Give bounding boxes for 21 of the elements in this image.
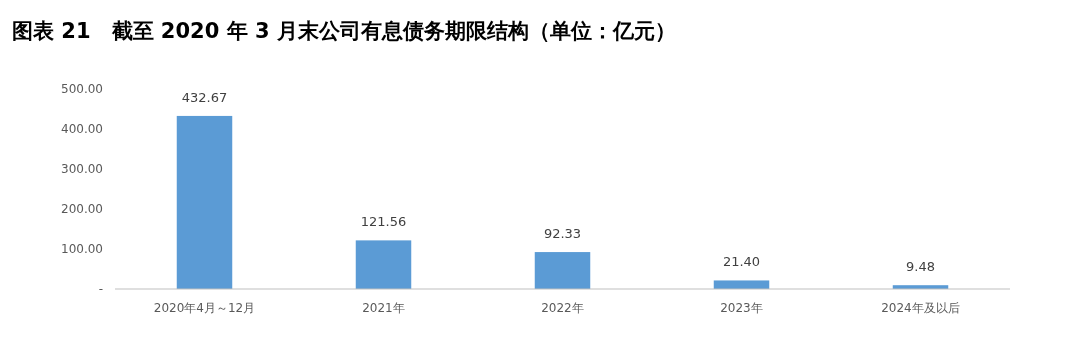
data-label: 92.33 (543, 226, 582, 242)
y-tick-label: 400.00 (61, 122, 103, 136)
y-tick-label: 300.00 (61, 162, 103, 176)
bar (355, 240, 412, 289)
data-label: 121.56 (360, 214, 407, 230)
x-tick-label: 2024年及以后 (881, 301, 960, 315)
x-tick-label: 2022年 (541, 301, 584, 315)
data-label: 432.67 (181, 89, 228, 105)
y-tick-label: 500.00 (61, 82, 103, 96)
bar (713, 280, 770, 289)
x-tick-label: 2021年 (362, 301, 405, 315)
chart-title: 图表 21 截至 2020 年 3 月末公司有息债务期限结构（单位：亿元） (12, 19, 676, 43)
bar (534, 252, 591, 289)
x-tick-label: 2020年4月～12月 (153, 301, 256, 315)
y-tick-label: 200.00 (61, 202, 103, 216)
y-tick-label: - (98, 282, 103, 296)
bar (176, 115, 233, 289)
data-label: 21.40 (722, 254, 761, 270)
y-tick-label: 100.00 (61, 242, 103, 256)
x-tick-label: 2023年 (720, 301, 763, 315)
data-label: 9.48 (906, 259, 935, 275)
